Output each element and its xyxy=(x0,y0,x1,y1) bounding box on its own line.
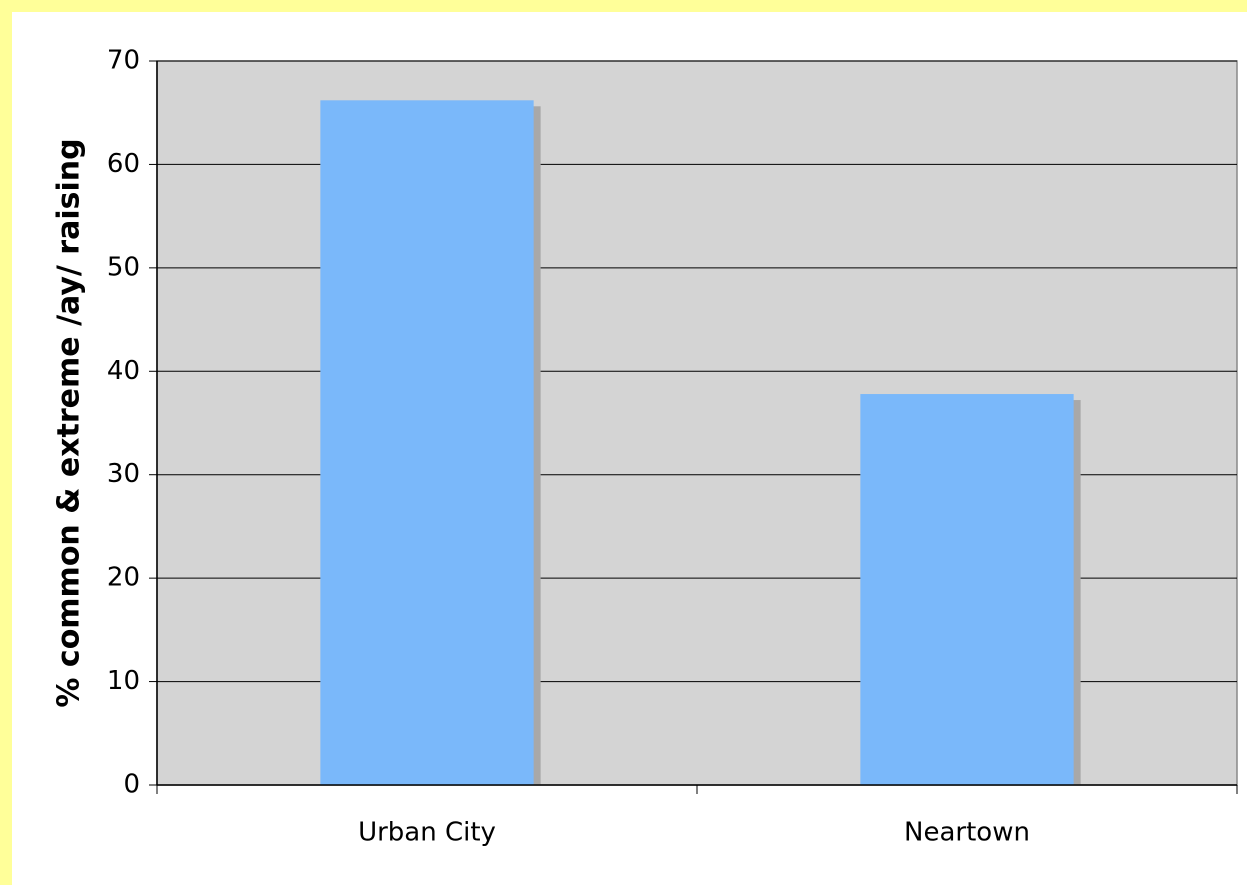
y-tick-label: 0 xyxy=(123,770,140,800)
y-tick-label: 60 xyxy=(107,149,140,179)
bar xyxy=(860,394,1074,785)
y-tick-label: 40 xyxy=(107,356,140,386)
y-axis-label: % common & extreme /ay/ raising xyxy=(52,138,87,707)
bar xyxy=(320,100,534,785)
y-tick-label: 50 xyxy=(107,252,140,282)
y-tick-label: 20 xyxy=(107,563,140,593)
x-tick-label: Urban City xyxy=(358,818,496,848)
y-tick-label: 70 xyxy=(107,46,140,76)
y-tick-label: 30 xyxy=(107,459,140,489)
y-tick-label: 10 xyxy=(107,666,140,696)
x-tick-label: Neartown xyxy=(904,818,1030,848)
